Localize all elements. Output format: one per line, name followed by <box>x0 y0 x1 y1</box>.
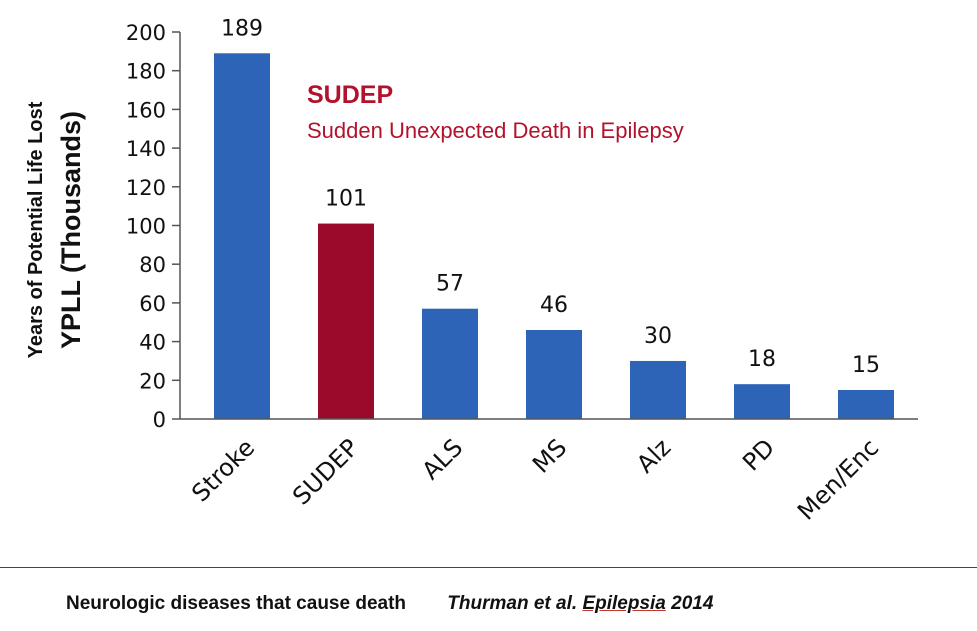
y-axis-label-line1: Years of Potential Life Lost <box>25 101 47 358</box>
bar-pd <box>734 384 790 419</box>
sudep-annotation: SUDEP Sudden Unexpected Death in Epileps… <box>307 81 684 143</box>
data-label: 189 <box>221 16 263 41</box>
footer-divider <box>0 567 977 568</box>
bar-men-enc <box>838 389 894 419</box>
data-label: 46 <box>540 293 568 318</box>
y-tick-label: 60 <box>139 292 166 316</box>
y-tick-label: 0 <box>153 408 166 432</box>
footer-caption: Neurologic diseases that cause death <box>66 593 407 614</box>
bar-chart: Years of Potential Life Lost YPLL (Thous… <box>25 16 918 526</box>
citation-journal: Epilepsia <box>582 593 666 614</box>
bar-als <box>422 308 478 419</box>
data-label: 18 <box>748 347 776 372</box>
x-tick-label: ALS <box>417 433 469 485</box>
citation: Thurman et al. Epilepsia 2014 <box>447 593 713 614</box>
x-tick-label: MS <box>527 433 572 478</box>
bars <box>214 53 894 419</box>
annotation-title: SUDEP <box>307 81 393 109</box>
y-tick-label: 40 <box>139 331 166 355</box>
y-tick-label: 100 <box>126 215 166 239</box>
y-tick-label: 200 <box>126 21 166 45</box>
x-tick-label: SUDEP <box>287 433 364 510</box>
footer-caption-row: Neurologic diseases that cause death Thu… <box>66 593 966 615</box>
y-axis-label-line2: YPLL (Thousands) <box>56 111 86 349</box>
y-tick-label: 180 <box>126 60 166 84</box>
bar-sudep <box>318 223 374 419</box>
y-tick-label: 160 <box>126 98 166 122</box>
x-tick-label: Men/Enc <box>792 433 884 525</box>
y-axis-title: Years of Potential Life Lost YPLL (Thous… <box>25 101 86 358</box>
data-label: 30 <box>644 324 672 349</box>
data-label: 101 <box>325 187 367 212</box>
bar-ms <box>526 329 582 419</box>
citation-year: 2014 <box>671 593 714 614</box>
x-tick-label: Stroke <box>186 433 260 507</box>
y-tick-label: 140 <box>126 137 166 161</box>
bar-alz <box>630 360 686 419</box>
x-tick-label: Alz <box>631 433 676 478</box>
y-tick-label: 20 <box>139 369 166 393</box>
data-label: 57 <box>436 272 464 297</box>
y-axis-ticks: 0 20 40 60 80 100 120 140 160 180 200 <box>126 21 180 432</box>
data-labels: 189 101 57 46 30 18 15 <box>221 16 880 378</box>
y-tick-label: 80 <box>139 253 166 277</box>
data-label: 15 <box>852 353 880 378</box>
bar-stroke <box>214 53 270 419</box>
citation-author: Thurman et al. <box>447 593 578 614</box>
annotation-subtitle: Sudden Unexpected Death in Epilepsy <box>307 118 684 143</box>
x-axis-tick-labels: Stroke SUDEP ALS MS Alz PD Men/Enc <box>186 433 884 525</box>
x-tick-label: PD <box>737 433 780 476</box>
y-tick-label: 120 <box>126 176 166 200</box>
